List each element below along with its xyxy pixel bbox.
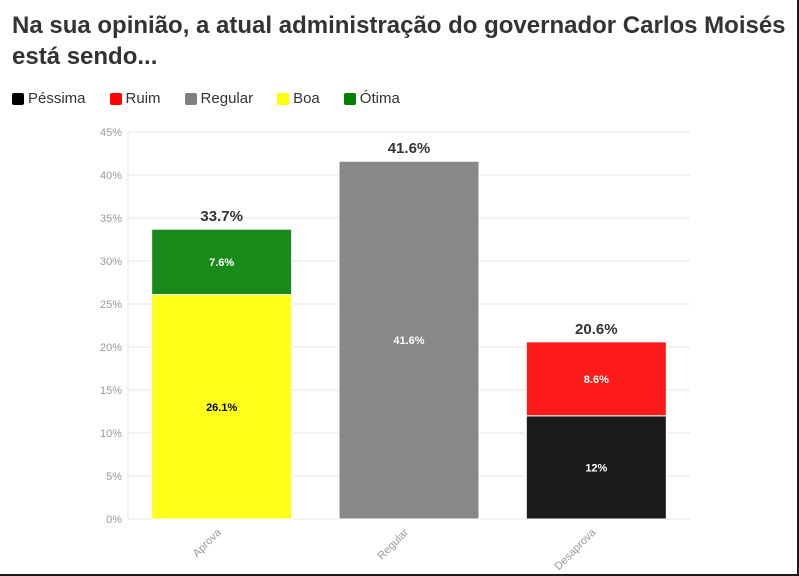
legend: Péssima Ruim Regular Boa Ótima [12,90,424,107]
segment-label: 7.6% [209,257,234,269]
legend-item[interactable]: Regular [184,90,254,107]
y-tick-label: 30% [100,256,122,268]
y-tick-label: 25% [100,299,122,311]
y-tick-label: 0% [106,514,122,526]
y-tick-label: 20% [100,342,122,354]
legend-swatch [12,92,24,105]
bar-segment [525,341,667,417]
total-label: 33.7% [200,208,243,225]
y-tick-label: 35% [100,213,122,225]
bar-segment [525,415,667,520]
segment-label: 41.6% [393,335,424,347]
legend-swatch [343,92,356,105]
x-tick-label: Desaprova [552,526,599,573]
legend-label: Ruim [125,90,161,107]
legend-label: Boa [293,90,320,107]
legend-label: Péssima [28,90,86,107]
y-tick-label: 5% [106,471,122,483]
legend-label: Ótima [359,90,400,107]
bar-segment [151,294,293,520]
legend-item[interactable]: Boa [277,90,320,107]
y-tick-label: 40% [100,170,122,182]
segment-label: 12% [585,462,607,474]
y-tick-label: 45% [100,127,122,139]
legend-item[interactable]: Péssima [12,90,86,107]
total-label: 41.6% [388,140,431,157]
legend-swatch [277,92,290,105]
total-label: 20.6% [575,321,618,338]
y-tick-label: 10% [100,428,122,440]
x-tick-label: Regular [375,526,411,562]
bar-segment [151,228,293,296]
bar-segment [338,160,480,520]
segment-label: 8.6% [584,374,609,386]
legend-item[interactable]: Ruim [109,90,161,107]
legend-item[interactable]: Ótima [343,90,400,107]
legend-label: Regular [200,90,254,107]
legend-swatch [109,92,122,105]
legend-swatch [184,92,197,105]
x-tick-label: Aprova [191,526,225,560]
y-tick-label: 15% [100,385,122,397]
chart-title: Na sua opinião, a atual administração do… [12,12,786,70]
segment-label: 26.1% [206,402,237,414]
